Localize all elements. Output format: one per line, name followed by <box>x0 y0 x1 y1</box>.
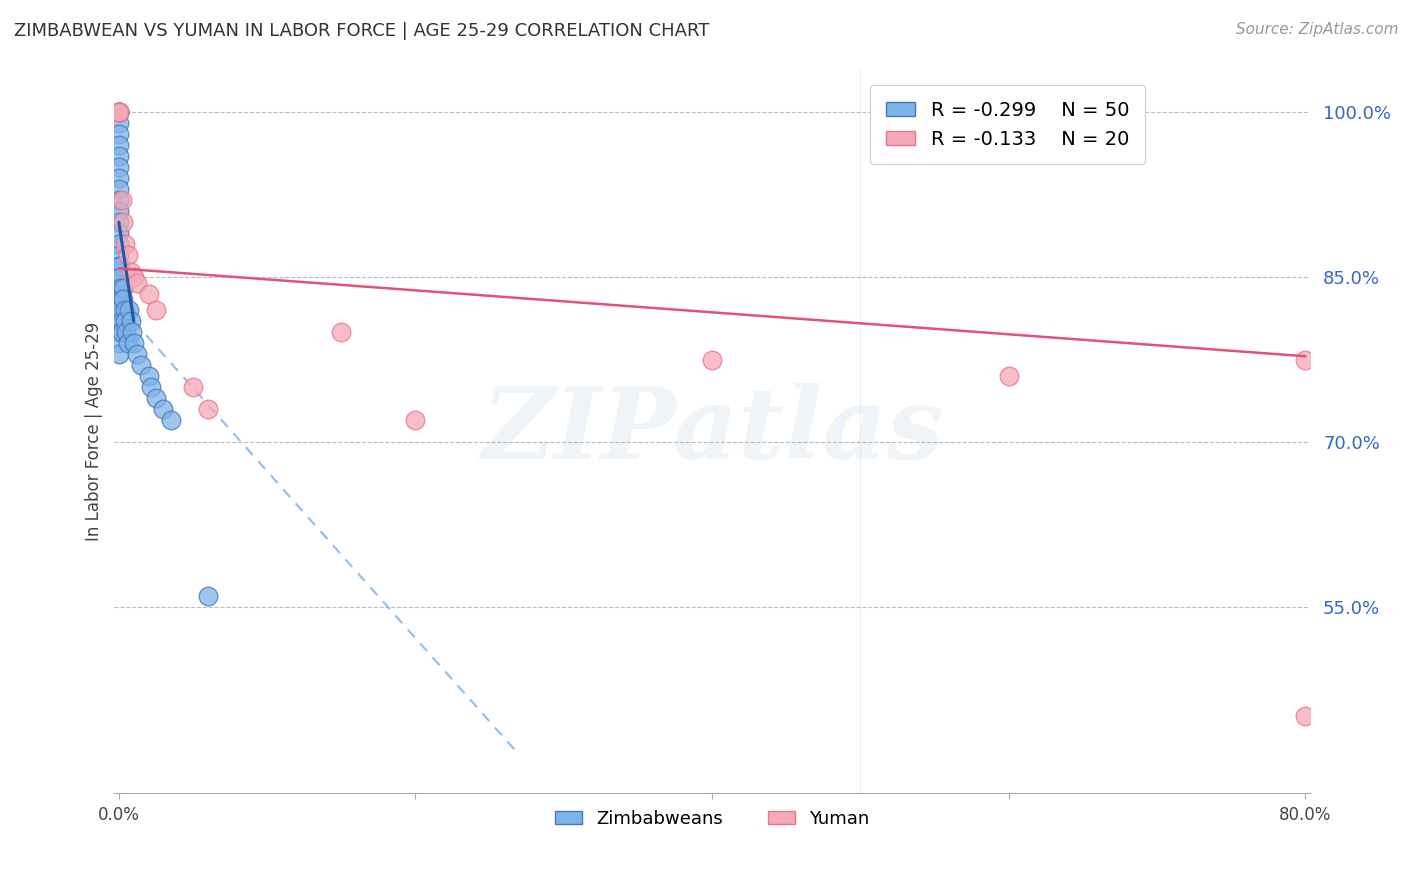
Point <box>117 248 139 262</box>
Point <box>1294 709 1316 723</box>
Point <box>152 401 174 416</box>
Point <box>110 292 132 306</box>
Point <box>108 105 131 120</box>
Point <box>114 314 136 328</box>
Point <box>120 265 142 279</box>
Point <box>122 270 145 285</box>
Point <box>108 105 131 120</box>
Point <box>145 391 167 405</box>
Point <box>120 314 142 328</box>
Point <box>108 128 131 142</box>
Point <box>108 325 131 339</box>
Point <box>125 276 148 290</box>
Point <box>125 347 148 361</box>
Y-axis label: In Labor Force | Age 25-29: In Labor Force | Age 25-29 <box>86 321 103 541</box>
Point <box>108 248 131 262</box>
Point <box>112 215 135 229</box>
Text: ZIPatlas: ZIPatlas <box>481 383 943 479</box>
Point <box>108 182 131 196</box>
Point <box>111 194 134 208</box>
Point <box>108 116 131 130</box>
Point <box>110 259 132 273</box>
Point <box>108 226 131 240</box>
Point <box>114 303 136 318</box>
Point <box>330 325 353 339</box>
Point <box>108 347 131 361</box>
Point <box>110 281 132 295</box>
Point <box>197 589 219 603</box>
Point <box>108 105 131 120</box>
Point <box>108 314 131 328</box>
Point <box>108 336 131 351</box>
Point <box>108 171 131 186</box>
Legend: Zimbabweans, Yuman: Zimbabweans, Yuman <box>547 803 877 835</box>
Point <box>997 369 1019 384</box>
Point <box>108 204 131 219</box>
Point <box>108 292 131 306</box>
Point <box>700 352 723 367</box>
Point <box>108 138 131 153</box>
Point <box>121 325 143 339</box>
Point <box>111 314 134 328</box>
Point <box>115 325 138 339</box>
Point <box>108 149 131 163</box>
Point <box>108 194 131 208</box>
Point <box>117 336 139 351</box>
Point <box>159 413 181 427</box>
Point <box>108 215 131 229</box>
Text: Source: ZipAtlas.com: Source: ZipAtlas.com <box>1236 22 1399 37</box>
Point <box>129 358 152 372</box>
Point <box>108 259 131 273</box>
Point <box>110 270 132 285</box>
Point <box>138 286 160 301</box>
Point <box>108 303 131 318</box>
Point <box>108 105 131 120</box>
Point <box>112 292 135 306</box>
Point <box>108 161 131 175</box>
Point <box>138 369 160 384</box>
Point <box>145 303 167 318</box>
Point <box>1294 352 1316 367</box>
Point <box>110 303 132 318</box>
Point <box>181 380 204 394</box>
Point <box>112 281 135 295</box>
Point <box>111 325 134 339</box>
Point <box>108 270 131 285</box>
Point <box>141 380 163 394</box>
Text: ZIMBABWEAN VS YUMAN IN LABOR FORCE | AGE 25-29 CORRELATION CHART: ZIMBABWEAN VS YUMAN IN LABOR FORCE | AGE… <box>14 22 710 40</box>
Point <box>405 413 427 427</box>
Point <box>108 281 131 295</box>
Point <box>114 237 136 252</box>
Point <box>118 303 141 318</box>
Point <box>108 105 131 120</box>
Point <box>108 237 131 252</box>
Point <box>108 105 131 120</box>
Point <box>122 336 145 351</box>
Point <box>197 401 219 416</box>
